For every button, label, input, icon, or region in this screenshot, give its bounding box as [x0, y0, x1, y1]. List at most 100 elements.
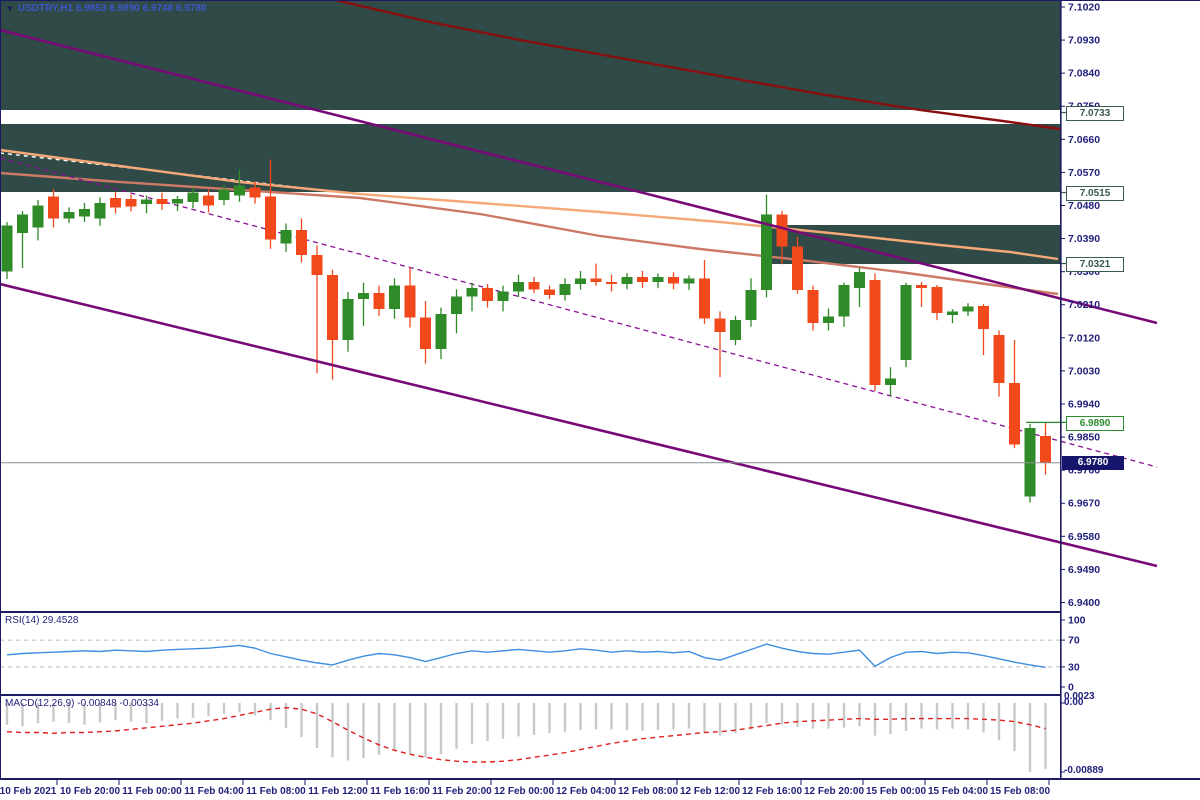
bear-candle [528, 281, 540, 290]
time-axis-label[interactable]: 12 Feb 08:00 [618, 786, 678, 797]
bull-candle [947, 311, 958, 316]
bull-candle [17, 214, 28, 234]
price-level-box-7-0321[interactable]: 7.0321 [1066, 257, 1124, 272]
bear-candle [978, 305, 989, 330]
bear-candle [373, 292, 385, 310]
bear-candle [544, 289, 555, 296]
order-price-box[interactable]: 6.9890 [1066, 416, 1124, 431]
channel-upper-line [0, 28, 1158, 325]
bear-candle [404, 285, 416, 318]
bull-candle [885, 378, 896, 385]
price-tick-label: 6.9670 [1068, 498, 1100, 510]
price-tick-label: 7.0390 [1068, 233, 1100, 245]
rsi-tick-label: 30 [1068, 661, 1080, 673]
time-axis-label[interactable]: 15 Feb 00:00 [866, 786, 926, 797]
bear-candle [420, 317, 431, 349]
time-axis-label[interactable]: 12 Feb 20:00 [804, 786, 864, 797]
bull-candle [823, 316, 834, 324]
macd-axis-top-overlap-label: 0.00 [1064, 697, 1084, 708]
bear-candle [156, 198, 168, 205]
price-tick-label: 6.9400 [1068, 597, 1100, 609]
bear-candle [48, 196, 59, 219]
time-axis-label[interactable]: 11 Feb 08:00 [246, 786, 306, 797]
rsi-tick-label: 0 [1068, 682, 1074, 694]
price-tick-label: 7.0660 [1068, 134, 1100, 146]
time-axis-label[interactable]: 12 Feb 00:00 [494, 786, 554, 797]
price-tick-label: 7.1020 [1068, 1, 1100, 13]
bull-candle [730, 320, 741, 341]
bear-candle [714, 318, 726, 332]
bear-candle [327, 274, 338, 341]
time-axis-label[interactable]: 12 Feb 16:00 [742, 786, 802, 797]
symbol-ohlc-text: USDTRY,H1 6.9853 6.9890 6.9748 6.9780 [17, 3, 207, 14]
price-tick-label: 7.0570 [1068, 167, 1100, 179]
ma-mid-line [0, 171, 1059, 296]
bull-candle [218, 189, 230, 200]
price-tick-label: 7.0930 [1068, 35, 1100, 47]
price-level-box-7-0515[interactable]: 7.0515 [1066, 186, 1124, 201]
plot-left-border [0, 0, 1, 780]
bull-candle [559, 284, 571, 296]
bull-candle [962, 306, 974, 312]
price-level-box-7-0733[interactable]: 7.0733 [1066, 106, 1124, 121]
time-axis-label[interactable]: 11 Feb 00:00 [122, 786, 182, 797]
price-tick-label: 6.9490 [1068, 564, 1100, 576]
ma-slow-line [334, 0, 1061, 131]
time-axis-label[interactable]: 15 Feb 08:00 [990, 786, 1050, 797]
current-price-box: 6.9780 [1062, 456, 1124, 470]
time-axis-label[interactable]: 15 Feb 04:00 [928, 786, 988, 797]
price-tick-label: 6.9850 [1068, 432, 1100, 444]
bull-candle [1, 225, 13, 272]
bull-candle [172, 199, 183, 204]
time-axis-label[interactable]: 11 Feb 16:00 [370, 786, 430, 797]
bull-candle [63, 212, 75, 219]
time-axis-label[interactable]: 12 Feb 12:00 [680, 786, 740, 797]
panel-separator [0, 611, 1060, 613]
bull-candle [575, 278, 586, 285]
bull-candle [621, 276, 633, 285]
bear-candle [265, 196, 276, 240]
bull-candle [141, 199, 152, 205]
bull-candle [854, 272, 865, 288]
bear-candle [1009, 383, 1020, 445]
panel-separator [0, 694, 1060, 696]
bull-candle [513, 281, 524, 292]
rsi-tick-label: 70 [1068, 635, 1080, 647]
time-axis-label[interactable]: 10 Feb 2021 [0, 786, 57, 797]
bear-candle [668, 277, 679, 284]
time-axis-label[interactable]: 11 Feb 04:00 [184, 786, 244, 797]
bull-candle [838, 284, 850, 317]
bear-candle [125, 198, 137, 207]
bear-candle [1040, 435, 1051, 463]
price-tick-label: 7.0030 [1068, 365, 1100, 377]
time-axis-label[interactable]: 11 Feb 12:00 [308, 786, 368, 797]
bear-candle [606, 281, 617, 285]
bull-candle [761, 214, 772, 291]
time-axis-label[interactable]: 10 Feb 20:00 [60, 786, 120, 797]
bull-candle [79, 209, 90, 217]
price-tick-label: 6.9940 [1068, 398, 1100, 410]
bull-candle [466, 287, 478, 297]
panel-separator [0, 0, 1200, 1]
macd-signal-line [6, 706, 1046, 763]
bull-candle [900, 284, 912, 360]
price-tick-label: 7.0210 [1068, 299, 1100, 311]
bull-candle [451, 296, 462, 314]
channel-median-line [0, 157, 1158, 468]
rsi-indicator-label: RSI(14) 29.4528 [5, 615, 79, 626]
bear-candle [110, 198, 121, 208]
bear-candle [590, 278, 602, 282]
bear-candle [311, 255, 323, 275]
symbol-ohlc-line[interactable]: ▼ USDTRY,H1 6.9853 6.9890 6.9748 6.9780 [6, 3, 207, 14]
rsi-line [6, 643, 1046, 668]
time-axis-label[interactable]: 12 Feb 04:00 [556, 786, 616, 797]
supply-zone-2 [0, 124, 1060, 192]
time-axis-label[interactable]: 11 Feb 20:00 [432, 786, 492, 797]
bull-candle [187, 192, 199, 202]
panel-separator [0, 778, 1200, 780]
bear-candle [916, 284, 927, 288]
bull-candle [342, 299, 354, 341]
bull-candle [683, 278, 695, 284]
price-tick-label: 6.9580 [1068, 531, 1100, 543]
